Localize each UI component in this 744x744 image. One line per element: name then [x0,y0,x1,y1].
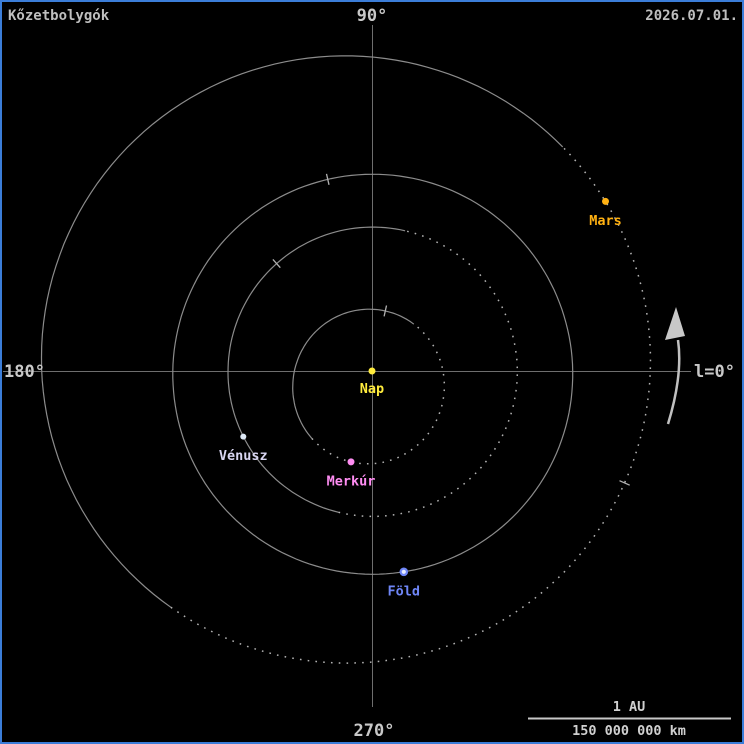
perihelion-tick-mars [619,480,630,486]
page-title: Kőzetbolygók [8,8,110,24]
planet-label-venus: Vénusz [219,448,268,464]
sun-dot[interactable] [368,367,376,375]
scale-bar: 1 AU 150 000 000 km [528,699,731,739]
angle-label-90: 90° [357,6,388,26]
perihelion-tick-mercury [383,305,388,317]
planet-dot-venus[interactable] [240,433,247,440]
scale-bar-au-label: 1 AU [613,699,646,715]
planet-dot-mars[interactable] [602,197,609,205]
orbit-earth [172,173,574,575]
angle-label-0: l=0° [694,362,735,382]
planet-dot-earth[interactable] [399,567,409,577]
planet-label-earth: Föld [388,583,421,599]
perihelion-tick-venus [272,258,281,269]
planet-label-mars: Mars [589,213,622,229]
direction-arrow [666,339,681,425]
angle-label-180: 180° [4,362,45,382]
angle-label-270: 270° [354,721,395,741]
date-label: 2026.07.01. [645,8,738,24]
direction-arrow-head [665,307,685,340]
orbit-solid-mars [40,55,564,608]
orbit-dotted-mars [170,146,652,664]
orbit-solid-venus [227,226,406,513]
perihelion-tick-earth [325,173,330,185]
planet-dot-mercury[interactable] [347,458,355,466]
planet-label-mercury: Merkúr [327,473,376,489]
orbits-layer: Merkúr Vénusz Föld Mars Nap [40,55,652,664]
sun-label: Nap [360,381,384,397]
orbit-solid-mercury [292,308,415,439]
scale-bar-km-label: 150 000 000 km [572,723,686,739]
